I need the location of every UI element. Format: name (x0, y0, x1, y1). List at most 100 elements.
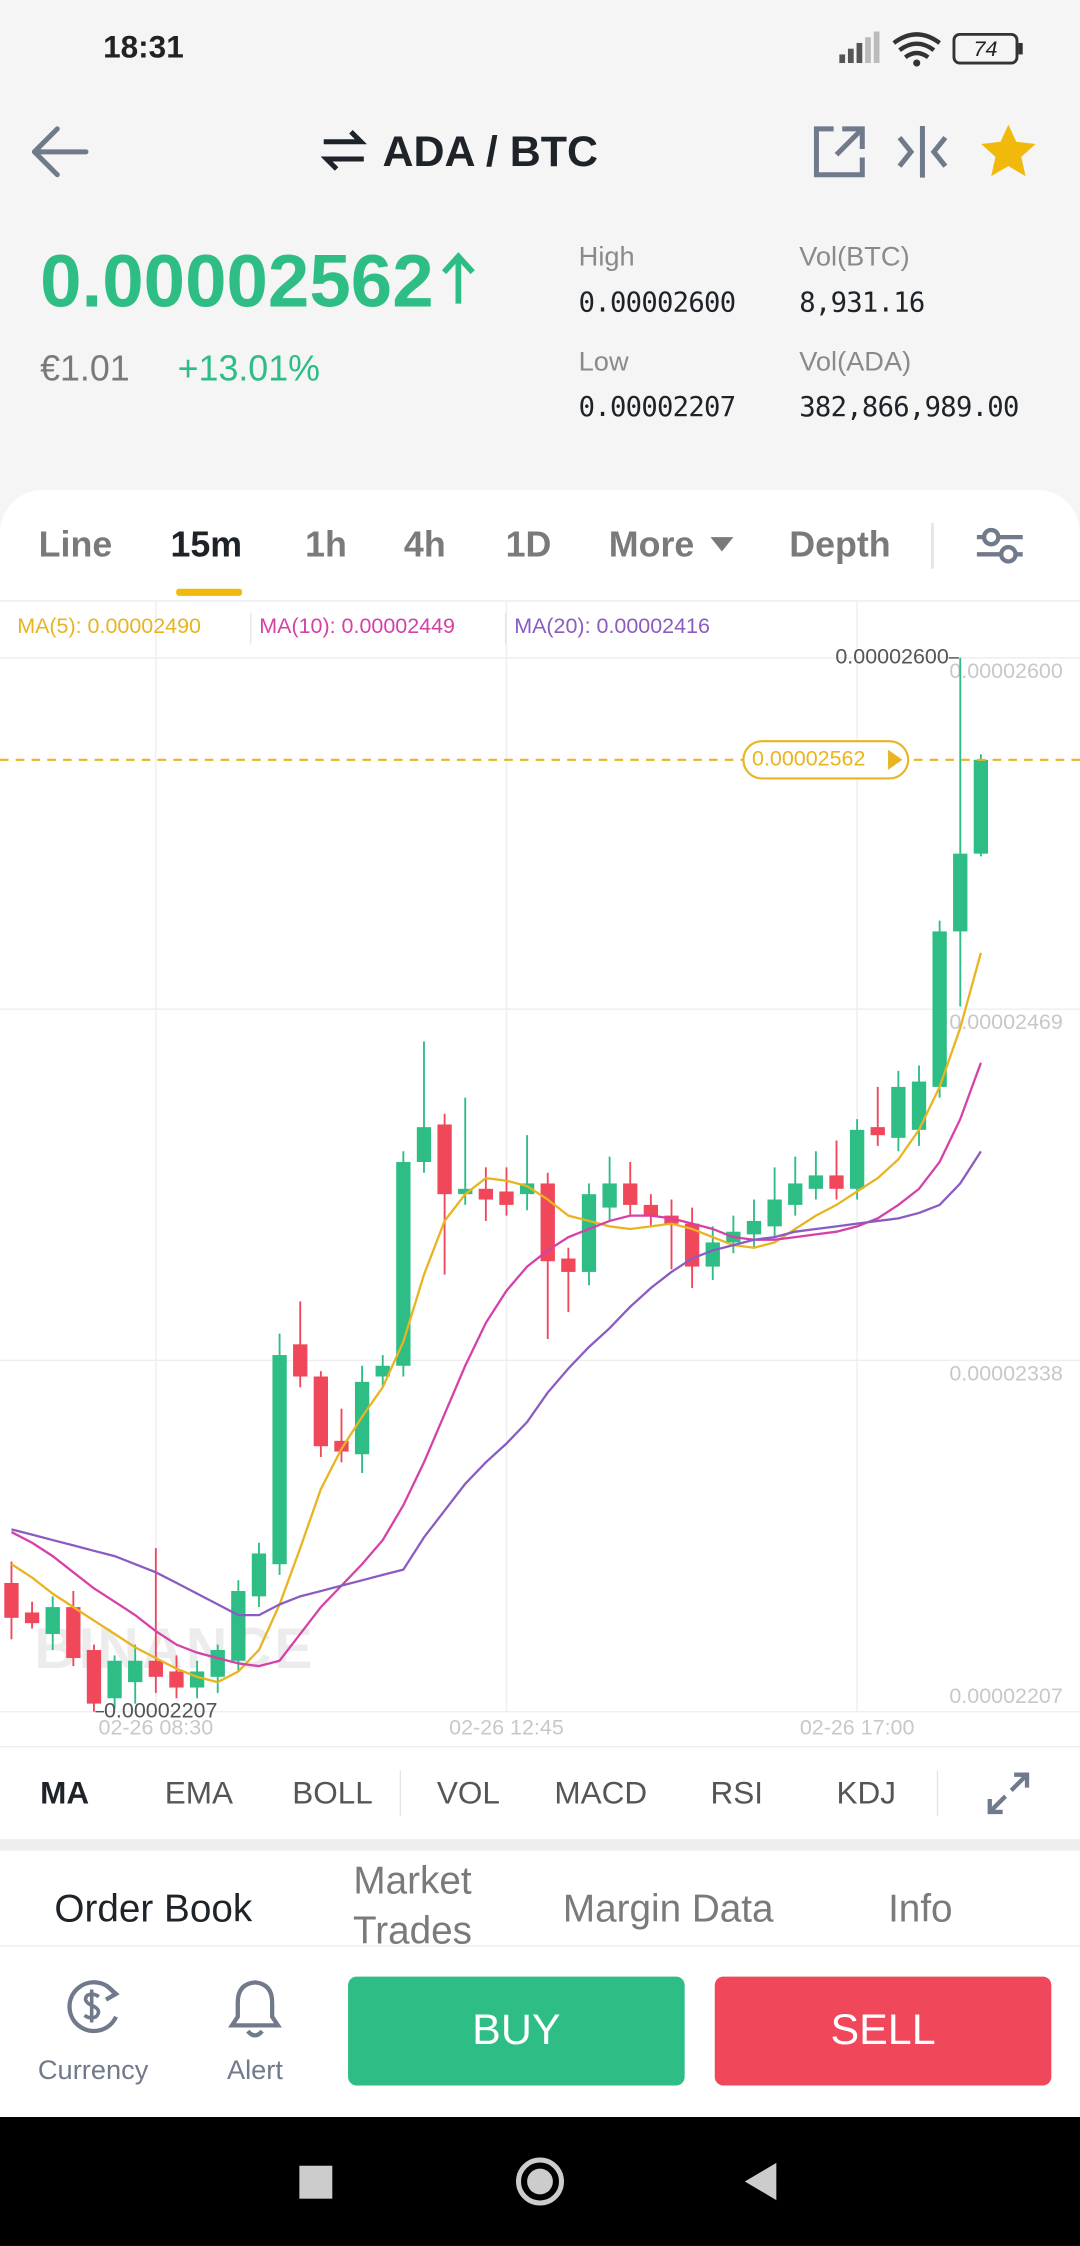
stat-label: High (578, 242, 635, 273)
nav-home[interactable] (516, 2157, 564, 2206)
interval-tab[interactable]: 1h (305, 524, 347, 566)
candle-body (107, 1660, 122, 1699)
candle-body (293, 1344, 308, 1377)
bottom-tab[interactable]: Info (888, 1887, 953, 1931)
nav-recents[interactable] (299, 2165, 333, 2199)
candle-body (375, 1365, 390, 1377)
candle-body (664, 1215, 679, 1224)
stat-label: Vol(BTC) (799, 242, 910, 273)
legend-entry: MA(5): 0.00002490 (17, 614, 201, 638)
stat-label: Vol(ADA) (799, 347, 912, 378)
indicator-tab[interactable]: KDJ (836, 1774, 897, 1811)
indicator-tab[interactable]: RSI (710, 1774, 764, 1811)
section-separator (0, 1839, 1080, 1851)
stat-value: 0.00002600 (578, 287, 736, 319)
candle-body (643, 1204, 659, 1216)
candle-body (808, 1175, 824, 1189)
pair-title[interactable]: ADA / BTC (382, 128, 599, 177)
interval-tab[interactable]: Line (38, 524, 113, 566)
candle-body (148, 1660, 164, 1677)
action-label[interactable]: Alert (226, 2056, 283, 2087)
price-change: +13.01% (177, 348, 320, 389)
candle-body (4, 1582, 19, 1618)
currency-arrow (104, 1983, 120, 2002)
battery (952, 32, 1019, 65)
fullscreen-button[interactable] (985, 1770, 1031, 1816)
candle-body (499, 1191, 514, 1205)
nav-back[interactable] (744, 2162, 777, 2201)
bottom-tab[interactable]: Order Book (54, 1887, 253, 1931)
indicator-tab[interactable]: MA (40, 1774, 90, 1811)
candlestick-chart: 0.00002600 0.00002469 0.00002338 0.00002207… (0, 601, 1080, 1740)
battery-tip (1018, 42, 1023, 55)
up-arrow (441, 252, 475, 304)
legend-entry: MA(20): 0.00002416 (514, 614, 710, 638)
candle-body (416, 1127, 432, 1162)
indicator-tab[interactable]: MACD (554, 1774, 648, 1811)
alert-icon[interactable] (226, 1977, 283, 2040)
candle-body (581, 1194, 597, 1272)
share-icon[interactable] (811, 123, 868, 180)
candle-body (684, 1223, 700, 1267)
candle-body (623, 1183, 638, 1205)
last-price-label: 0.00002562 (752, 746, 865, 770)
slider-knob (999, 545, 1018, 564)
dollar-sign (83, 1989, 101, 2023)
sell-button[interactable]: SELL (714, 1976, 1052, 2086)
chart-settings[interactable] (974, 524, 1026, 567)
legend-entry: MA(10): 0.00002449 (259, 614, 455, 638)
indicator-divider (399, 1770, 402, 1817)
slider-knob (981, 527, 1001, 547)
signal-bar (839, 54, 846, 64)
swap-icon[interactable] (320, 129, 367, 172)
bottom-tab[interactable]: Market Trades (353, 1859, 472, 1946)
battery-level: 74 (974, 37, 998, 61)
candle-body (932, 931, 947, 1087)
share-glyph (813, 126, 865, 178)
candle-body (396, 1161, 411, 1366)
candle-body (829, 1175, 844, 1189)
candle-body (437, 1124, 452, 1195)
dropdown-caret (710, 537, 734, 552)
status-time: 18:31 (103, 28, 184, 65)
signal-bar (865, 37, 871, 64)
currency-ring (67, 1980, 118, 2034)
candle-body (334, 1440, 349, 1452)
indicator-tab[interactable]: VOL (436, 1774, 500, 1811)
indicator-tab[interactable]: BOLL (292, 1774, 373, 1811)
interval-tab[interactable]: More (608, 524, 695, 566)
moving-average-line (10, 1062, 982, 1668)
currency-icon[interactable] (63, 1977, 126, 2037)
candle-body (911, 1081, 927, 1130)
candle-body (272, 1355, 287, 1565)
interval-tab[interactable]: 4h (403, 524, 446, 566)
signal-bar (847, 48, 854, 64)
expand-glyph (987, 1772, 1030, 1815)
tabs-border (0, 1945, 1080, 1947)
low-marker-label: 0.00002207 (104, 1698, 217, 1722)
interval-tab[interactable]: 1D (505, 524, 552, 566)
buy-button[interactable]: BUY (348, 1976, 685, 2086)
interval-tab[interactable]: 15m (170, 524, 243, 566)
candle-body (891, 1086, 906, 1138)
candle-body (561, 1258, 576, 1272)
signal-bar (873, 31, 880, 64)
interval-tab[interactable]: Depth (789, 524, 891, 566)
compare-icon[interactable] (894, 123, 951, 180)
indicator-divider (936, 1770, 939, 1817)
back-button[interactable] (29, 123, 92, 180)
indicator-tab[interactable]: EMA (164, 1774, 234, 1811)
bell-glyph (228, 1980, 282, 2038)
wifi-icon (892, 32, 941, 60)
candle-body (788, 1183, 803, 1205)
swap-arrows (320, 130, 367, 171)
star-glyph (981, 124, 1036, 177)
action-label[interactable]: Currency (37, 2056, 149, 2087)
bottom-tab[interactable]: Margin Data (562, 1887, 774, 1931)
caret-glyph (710, 537, 734, 552)
favorite-star[interactable] (978, 122, 1038, 179)
candle-body (313, 1376, 329, 1447)
nav-home-dot (527, 2168, 553, 2195)
